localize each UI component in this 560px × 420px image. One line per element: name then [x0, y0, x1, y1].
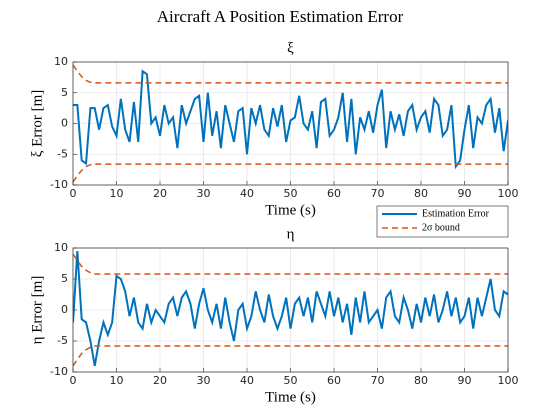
y-tick-label: -5 [57, 334, 68, 347]
series-line [73, 251, 508, 366]
axes-box [72, 247, 509, 373]
x-tick-label: 60 [327, 187, 341, 200]
x-tick-label: 100 [498, 187, 519, 200]
series-line [73, 253, 508, 275]
subplot-title: η [287, 226, 295, 242]
y-tick-label: 10 [54, 55, 68, 68]
x-tick-label: 60 [327, 374, 341, 387]
series-line [73, 64, 508, 84]
x-axis-label: Time (s) [265, 202, 316, 218]
y-tick-label: -10 [50, 178, 68, 191]
x-tick-label: 30 [197, 187, 211, 200]
x-tick-label: 80 [414, 374, 428, 387]
y-tick-label: -10 [50, 365, 68, 378]
y-tick-label: 0 [61, 303, 68, 316]
x-tick-label: 30 [197, 374, 211, 387]
series-lower-line [73, 345, 508, 367]
legend-box [376, 205, 509, 238]
legend-label: 2σ bound [422, 222, 460, 233]
x-axis-label: Time (s) [265, 389, 316, 405]
y-tick-label: 10 [54, 241, 68, 254]
y-tick-label: 5 [61, 272, 68, 285]
x-tick-label: 90 [458, 187, 472, 200]
y-axis-label: ξ Error [m] [29, 90, 45, 158]
x-tick-label: 40 [240, 374, 254, 387]
x-tick-label: 10 [110, 374, 124, 387]
x-tick-label: 20 [153, 374, 167, 387]
x-tick-label: 50 [284, 374, 298, 387]
series-line [73, 69, 508, 170]
legend-label: Estimation Error [422, 208, 490, 219]
x-tick-label: 50 [284, 187, 298, 200]
y-tick-label: -5 [57, 147, 68, 160]
figure-title: Aircraft A Position Estimation Error [157, 7, 404, 26]
x-tick-label: 40 [240, 187, 254, 200]
x-tick-label: 90 [458, 374, 472, 387]
series-lower-line [73, 163, 508, 183]
x-tick-label: 70 [371, 374, 385, 387]
subplot-title: ξ [287, 40, 294, 56]
y-axis-label: η Error [m] [29, 276, 45, 345]
x-tick-label: 100 [498, 374, 519, 387]
x-tick-label: 0 [70, 374, 77, 387]
x-tick-label: 80 [414, 187, 428, 200]
x-tick-label: 0 [70, 187, 77, 200]
x-tick-label: 70 [371, 187, 385, 200]
y-tick-label: 0 [61, 117, 68, 130]
y-tick-label: 5 [61, 86, 68, 99]
x-tick-label: 20 [153, 187, 167, 200]
x-tick-label: 10 [110, 187, 124, 200]
axes-box [72, 61, 509, 186]
